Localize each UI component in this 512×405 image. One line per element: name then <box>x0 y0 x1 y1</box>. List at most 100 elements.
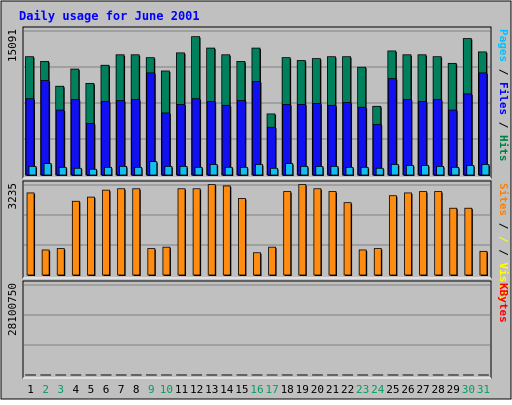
x-tick-label: 7 <box>118 383 125 396</box>
bar-sites <box>42 250 49 275</box>
bar-files <box>86 123 94 175</box>
bar-sites <box>359 250 366 275</box>
day-group <box>314 189 322 276</box>
bar-sites <box>87 197 94 275</box>
bar-pages <box>271 168 278 175</box>
bar-files <box>434 100 442 175</box>
bar-pages <box>210 165 217 175</box>
bar-sites <box>344 203 351 275</box>
day-group <box>27 193 35 276</box>
x-tick-label: 29 <box>447 383 460 396</box>
bar-sites <box>103 190 110 275</box>
x-tick-label: 19 <box>296 383 309 396</box>
panel-background <box>23 281 491 378</box>
day-group <box>435 192 443 276</box>
bar-files <box>343 102 351 175</box>
x-tick-label: 28 <box>432 383 445 396</box>
day-group <box>193 189 201 276</box>
legend-entry: Pages <box>497 29 510 62</box>
x-tick-label: 15 <box>235 383 248 396</box>
day-group <box>118 189 126 276</box>
bar-sites <box>223 186 230 275</box>
day-group <box>389 196 397 276</box>
bar-files <box>132 100 140 175</box>
day-group <box>57 249 65 276</box>
bar-sites <box>163 247 170 275</box>
bar-sites <box>314 189 321 275</box>
bar-files <box>388 79 396 175</box>
bar-files <box>373 124 381 175</box>
x-tick-label: 3 <box>57 383 64 396</box>
day-group <box>344 203 352 276</box>
bar-pages <box>376 168 383 175</box>
x-tick-label: 30 <box>462 383 475 396</box>
day-group <box>72 201 80 276</box>
day-group <box>480 251 488 276</box>
bar-files <box>419 102 427 175</box>
day-group <box>465 208 473 276</box>
bar-pages <box>29 166 36 175</box>
bar-files <box>449 110 457 175</box>
bar-files <box>328 105 336 175</box>
x-tick-label: 25 <box>386 383 399 396</box>
day-group <box>208 185 216 276</box>
x-tick-label: 12 <box>190 383 203 396</box>
x-tick-label: 4 <box>73 383 80 396</box>
x-tick-label: 13 <box>205 383 218 396</box>
bar-pages <box>180 166 187 175</box>
bar-sites <box>480 251 487 275</box>
bar-pages <box>437 166 444 175</box>
day-group <box>329 192 337 276</box>
day-group <box>223 186 231 276</box>
day-group <box>103 190 111 276</box>
bar-pages <box>240 167 247 175</box>
bar-pages <box>255 165 262 175</box>
bar-sites <box>208 185 215 275</box>
y-axis-max-label: 15091 <box>6 29 19 62</box>
bar-files <box>117 101 125 175</box>
legend-entry: Files <box>497 82 510 115</box>
bar-pages <box>391 165 398 175</box>
bar-pages <box>452 167 459 175</box>
bar-pages <box>286 164 293 175</box>
bar-pages <box>301 166 308 175</box>
bar-files <box>298 104 306 175</box>
x-tick-label: 24 <box>371 383 385 396</box>
bar-pages <box>44 164 51 175</box>
bar-sites <box>284 192 291 275</box>
bar-pages <box>331 166 338 175</box>
bar-files <box>313 103 321 175</box>
day-group <box>404 193 412 276</box>
bar-files <box>26 99 34 175</box>
bar-sites <box>118 189 125 275</box>
bar-pages <box>422 165 429 175</box>
bar-files <box>207 102 215 175</box>
panel-legend: KBytes <box>497 283 510 323</box>
day-group <box>87 197 95 276</box>
bar-files <box>252 81 260 175</box>
x-tick-label: 27 <box>416 383 429 396</box>
x-tick-label: 9 <box>148 383 155 396</box>
x-tick-label: 17 <box>265 383 278 396</box>
x-tick-label: 5 <box>88 383 95 396</box>
bar-files <box>237 101 245 175</box>
bar-files <box>222 105 230 175</box>
bar-sites <box>329 192 336 275</box>
bar-sites <box>374 249 381 275</box>
x-tick-label: 14 <box>220 383 234 396</box>
bar-sites <box>389 196 396 275</box>
bar-pages <box>165 166 172 175</box>
bar-pages <box>467 165 474 175</box>
day-group <box>163 247 171 276</box>
bar-pages <box>346 167 353 175</box>
bar-pages <box>135 167 142 175</box>
x-tick-label: 6 <box>103 383 110 396</box>
bar-files <box>101 102 109 175</box>
bar-files <box>162 113 170 175</box>
bar-sites <box>57 249 64 275</box>
bar-pages <box>316 166 323 175</box>
day-group <box>238 198 246 276</box>
